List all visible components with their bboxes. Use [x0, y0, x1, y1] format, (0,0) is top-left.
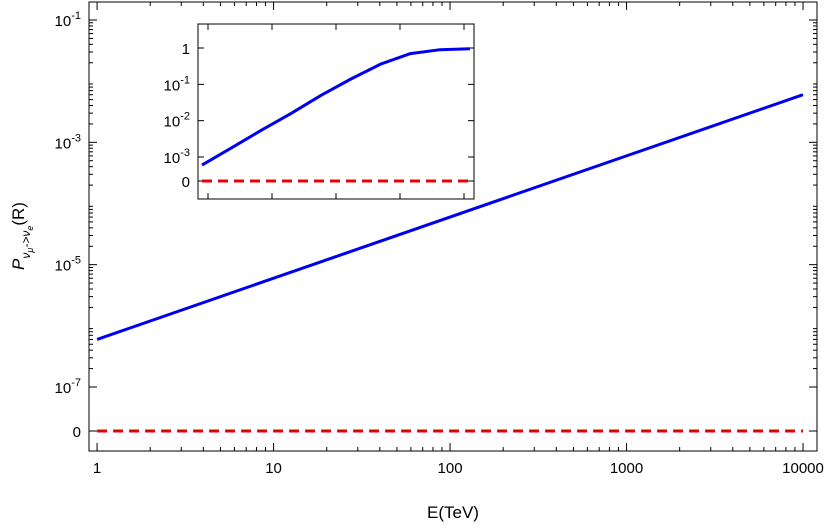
inset-y-tick-label: 10-1 — [164, 74, 190, 94]
y-label-arrow: -> — [19, 237, 33, 248]
inset-blue-probability-curve — [201, 47, 471, 167]
main-series — [96, 93, 804, 433]
main-y-tick-label-exp: -1 — [71, 10, 81, 22]
inset-y-tick-label-exp: -1 — [180, 74, 190, 86]
main-y-tick-label-base: 10 — [55, 13, 72, 30]
main-y-tick-label-base: 0 — [73, 424, 81, 441]
inset-y-tick-label-base: 10 — [164, 77, 181, 94]
inset-y-tick-label-base: 10 — [164, 114, 181, 131]
main-plot-frame — [88, 1, 818, 452]
y-label-sub-a: ν — [19, 253, 33, 259]
main-y-tick-label-base: 10 — [55, 380, 72, 397]
main-y-ticks: 010-710-510-310-1 — [55, 10, 817, 441]
main-y-tick-label-exp: -7 — [71, 377, 81, 389]
inset-y-tick-label: 10-3 — [164, 147, 190, 167]
main-y-tick-label: 10-5 — [55, 255, 81, 275]
inset-y-tick-label: 0 — [182, 174, 190, 191]
inset-y-ticks: 010-310-210-11 — [164, 24, 474, 199]
main-y-tick-label-base: 10 — [55, 135, 72, 152]
main-y-tick-label-base: 10 — [55, 258, 72, 275]
y-label-sub-b: ν — [19, 231, 33, 237]
y-label-main: P — [9, 258, 28, 270]
inset-y-tick-label-base: 10 — [164, 150, 181, 167]
inset-y-tick-label-exp: -2 — [180, 111, 190, 123]
inset-y-tick-label-exp: -3 — [180, 147, 190, 159]
inset-chart: 010-310-210-11 — [164, 23, 475, 200]
main-x-tick-label: 1 — [93, 460, 101, 477]
blue-probability-line — [96, 93, 804, 341]
main-x-tick-label: 100 — [438, 460, 463, 477]
inset-background — [198, 24, 474, 199]
main-y-tick-label: 10-1 — [55, 10, 81, 30]
main-y-tick-label: 10-3 — [55, 132, 81, 152]
y-axis-label: Pνμ->νe(R) — [9, 202, 35, 270]
main-y-tick-label: 10-7 — [55, 377, 81, 397]
main-y-tick-label-exp: -3 — [71, 132, 81, 144]
inset-y-tick-label: 1 — [182, 41, 190, 58]
inset-y-tick-label-base: 1 — [182, 41, 190, 58]
main-y-tick-label: 0 — [73, 424, 81, 441]
main-x-tick-label: 10 — [265, 460, 282, 477]
main-y-tick-label-exp: -5 — [71, 255, 81, 267]
inset-y-tick-label-base: 0 — [182, 174, 190, 191]
main-x-tick-label: 1000 — [610, 460, 643, 477]
inset-y-tick-label: 10-2 — [164, 111, 190, 131]
y-label-sub-b-sub: e — [25, 226, 35, 231]
main-x-tick-label: 10000 — [782, 460, 824, 477]
y-label-sub-a-sub: μ — [25, 248, 35, 254]
x-axis-label: E(TeV) — [427, 503, 479, 522]
main-x-ticks: 1 10 100 1000 10000 — [93, 2, 824, 477]
y-label-suffix: (R) — [9, 202, 28, 226]
inset-series — [201, 47, 471, 183]
